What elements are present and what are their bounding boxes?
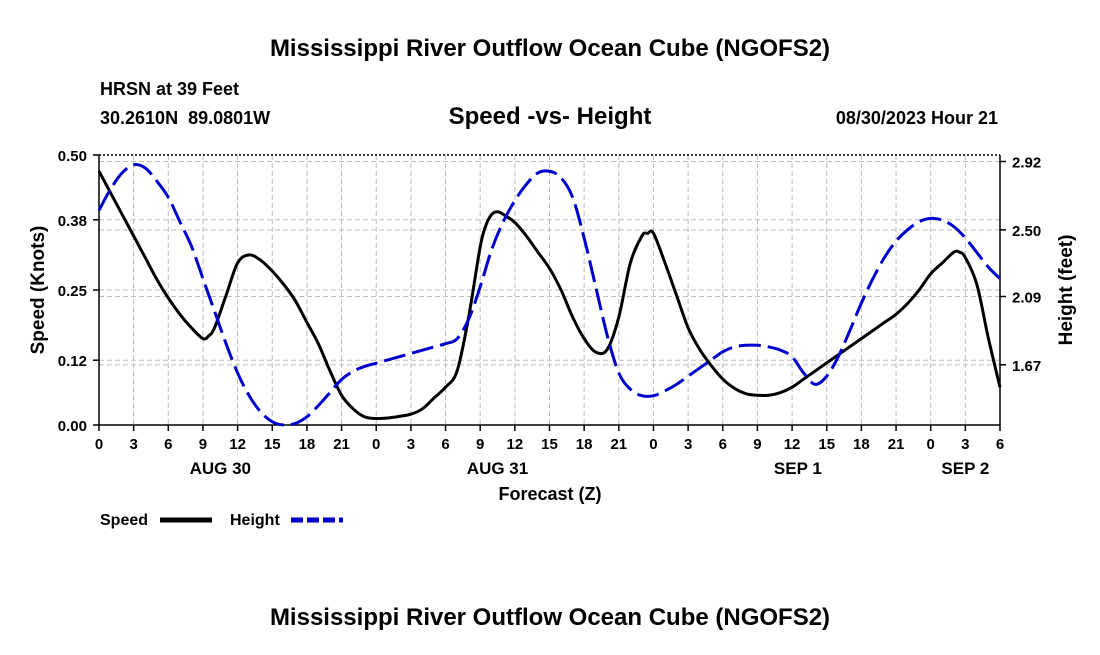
series-line-speed (97, 170, 1002, 421)
y-tick-label: 0.38 (58, 213, 87, 230)
y-tick-label: 0.50 (58, 148, 87, 165)
chart-subtitle: Speed -vs- Height (449, 103, 652, 130)
y2-tick-label: 2.92 (1012, 155, 1041, 172)
y2-axis-title: Height (feet) (1056, 235, 1077, 346)
y-tick-label: 0.12 (58, 353, 87, 370)
coords-label: 30.2610N 89.0801W (100, 108, 270, 128)
y-tick-label: 0.25 (58, 283, 87, 300)
y-tick-label: 0.00 (58, 418, 87, 435)
footer-title: Mississippi River Outflow Ocean Cube (NG… (270, 604, 830, 631)
legend-label-speed: Speed (100, 512, 148, 529)
x-tick-label: 15 (264, 436, 281, 453)
date-label: SEP 1 (774, 459, 822, 478)
x-tick-label: 15 (818, 436, 835, 453)
datetime-label: 08/30/2023 Hour 21 (836, 108, 998, 128)
x-tick-label: 9 (476, 436, 484, 453)
x-tick-label: 9 (753, 436, 761, 453)
x-tick-label: 0 (649, 436, 657, 453)
x-tick-label: 0 (927, 436, 935, 453)
x-tick-label: 0 (372, 436, 380, 453)
x-tick-label: 6 (164, 436, 172, 453)
main-title: Mississippi River Outflow Ocean Cube (NG… (270, 35, 830, 62)
x-tick-label: 12 (229, 436, 246, 453)
x-tick-label: 12 (784, 436, 801, 453)
x-tick-label: 18 (853, 436, 870, 453)
x-tick-label: 6 (996, 436, 1004, 453)
x-tick-label: 0 (95, 436, 103, 453)
y2-tick-label: 2.50 (1012, 223, 1041, 240)
y2-tick-label: 1.67 (1012, 358, 1041, 375)
date-label: AUG 31 (467, 459, 528, 478)
x-tick-label: 18 (299, 436, 316, 453)
x-tick-label: 12 (507, 436, 524, 453)
x-tick-label: 9 (199, 436, 207, 453)
series-lines (97, 163, 1002, 427)
x-tick-label: 3 (961, 436, 969, 453)
y-axis-title: Speed (Knots) (28, 226, 49, 355)
date-label: SEP 2 (941, 459, 989, 478)
legend: Speed Height (100, 512, 343, 529)
x-tick-label: 21 (888, 436, 905, 453)
x-axis-title: Forecast (Z) (498, 484, 601, 504)
x-tick-label: 18 (576, 436, 593, 453)
x-tick-label: 6 (719, 436, 727, 453)
series-line-height (97, 163, 1002, 427)
x-tick-label: 15 (541, 436, 558, 453)
x-tick-label: 6 (441, 436, 449, 453)
x-tick-label: 3 (129, 436, 137, 453)
legend-label-height: Height (230, 512, 280, 529)
x-tick-label: 3 (684, 436, 692, 453)
x-tick-label: 21 (610, 436, 627, 453)
date-label: AUG 30 (190, 459, 251, 478)
x-tick-label: 3 (407, 436, 415, 453)
grid-lines (99, 155, 1000, 425)
station-label: HRSN at 39 Feet (100, 79, 239, 99)
axes: 0 3 6 9 12 15 18 21 0 3 6 9 12 15 18 21 0 3 6 9 12 15 18 21 0 3 6 A… (58, 148, 1041, 478)
x-tick-label: 21 (333, 436, 350, 453)
y2-tick-label: 2.09 (1012, 290, 1041, 307)
